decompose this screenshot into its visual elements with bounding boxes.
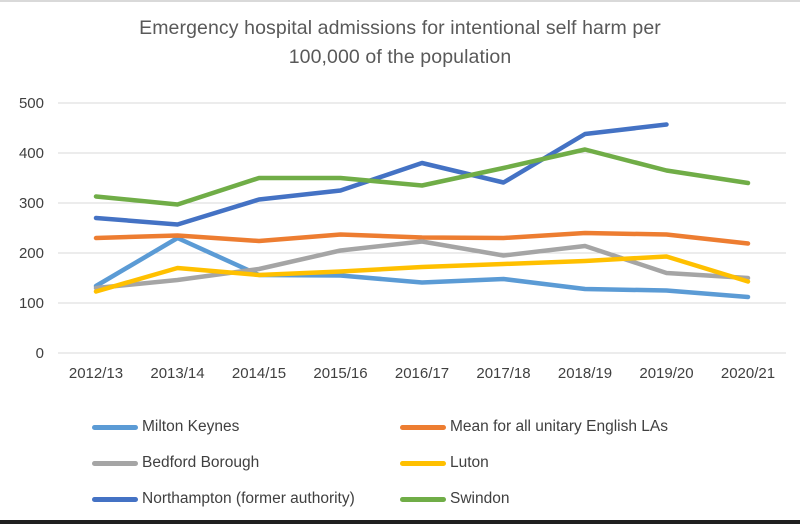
y-tick-label: 0 [36,345,44,362]
legend-label: Northampton (former authority) [142,490,355,507]
top-border-line [0,0,800,2]
x-axis-labels: 2012/13 2013/14 2014/15 2015/16 2016/17 2017/… [69,365,775,382]
legend: Milton Keynes Mean for all unitary Engli… [92,409,668,517]
y-tick-label: 100 [19,295,44,312]
legend-swatch-line [400,496,446,502]
y-tick-label: 300 [19,195,44,212]
legend-label: Mean for all unitary English LAs [450,418,668,435]
legend-swatch-line [92,460,138,466]
y-tick-label: 200 [19,245,44,262]
chart-title-line1: Emergency hospital admissions for intent… [139,17,661,39]
legend-swatch-line [400,424,446,430]
legend-item-northampton: Northampton (former authority) [92,490,400,508]
series-line-swindon [93,147,751,207]
gridlines [58,102,786,354]
legend-swatch-line [92,496,138,502]
x-tick-label: 2016/17 [395,365,449,382]
x-tick-label: 2017/18 [476,365,530,382]
legend-label: Swindon [450,490,510,507]
series-line-mean-for-all-unitary-english-las [93,230,751,246]
legend-item-mean-unitary-las: Mean for all unitary English LAs [400,418,668,436]
legend-item-bedford-borough: Bedford Borough [92,454,400,472]
series-line-bedford-borough [93,239,751,291]
legend-item-swindon: Swindon [400,490,668,508]
x-tick-label: 2013/14 [150,365,204,382]
series-line-northampton-former-authority [93,122,669,227]
x-tick-label: 2014/15 [232,365,286,382]
legend-label: Bedford Borough [142,454,260,471]
legend-item-milton-keynes: Milton Keynes [92,418,400,436]
chart-title: Emergency hospital admissions for intent… [70,14,730,72]
legend-label: Milton Keynes [142,418,240,435]
legend-swatch-line [92,424,138,430]
y-tick-label: 400 [19,145,44,162]
series-lines [93,122,751,300]
y-axis-labels: 0 100 200 300 400 500 [19,95,44,362]
y-tick-label: 500 [19,95,44,112]
x-tick-label: 2018/19 [558,365,612,382]
x-tick-label: 2019/20 [639,365,693,382]
chart-title-line2: 100,000 of the population [288,46,512,68]
series-line-luton [93,254,751,294]
x-tick-label: 2015/16 [313,365,367,382]
x-tick-label: 2020/21 [721,365,775,382]
series-line-milton-keynes [93,235,751,300]
x-tick-label: 2012/13 [69,365,123,382]
legend-swatch-line [400,460,446,466]
legend-label: Luton [450,454,489,471]
bottom-border-line [0,520,800,524]
legend-item-luton: Luton [400,454,668,472]
